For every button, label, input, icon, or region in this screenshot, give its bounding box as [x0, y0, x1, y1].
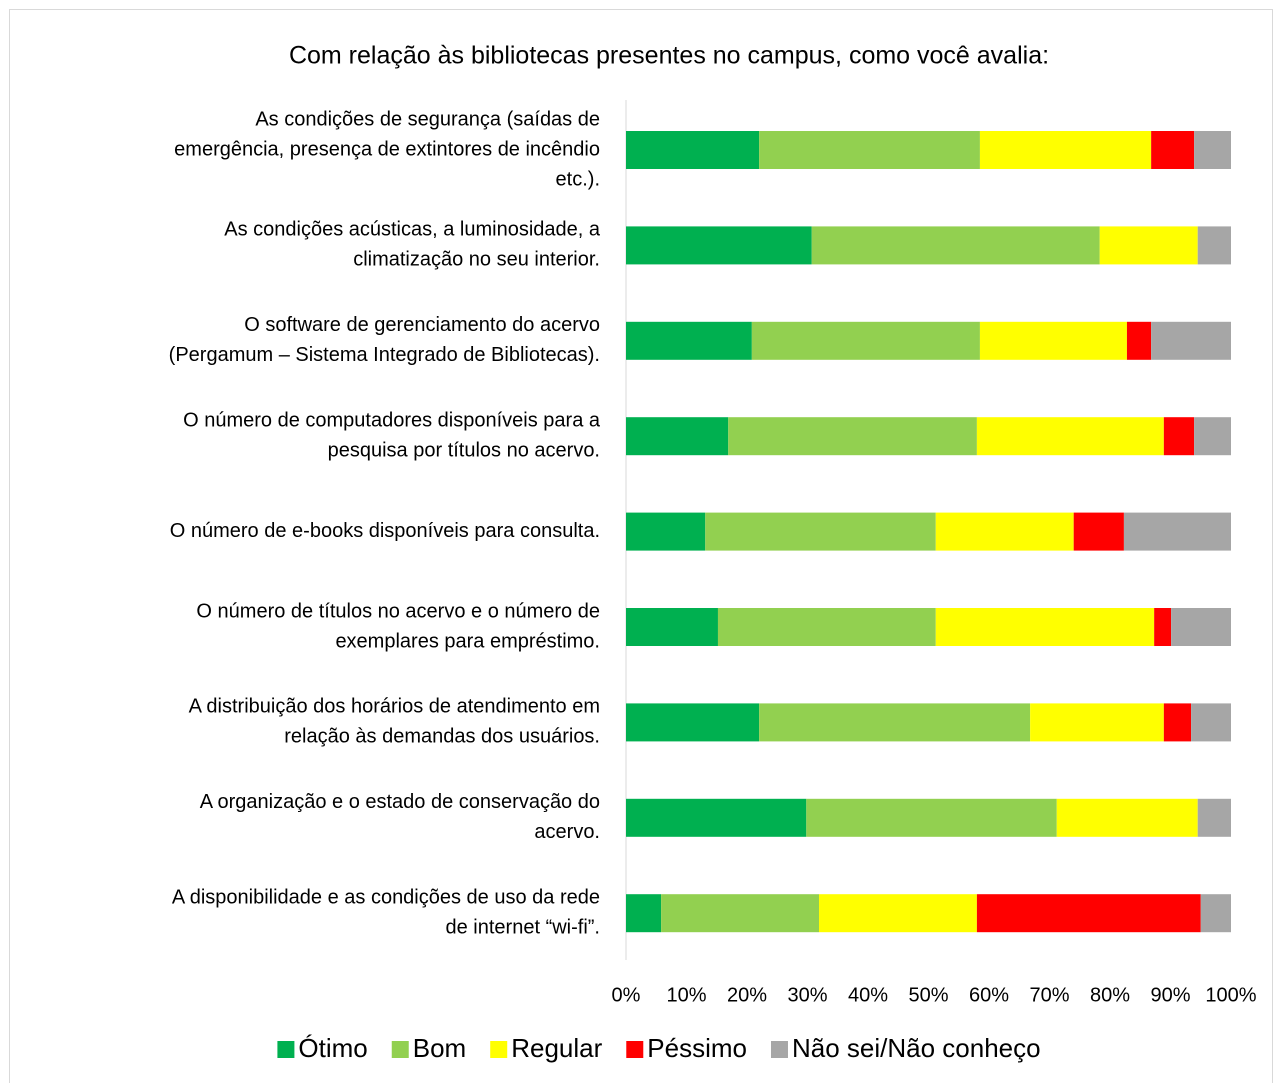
legend-label: Bom	[413, 1033, 466, 1063]
y-tick-label: As condições acústicas, a luminosidade, …	[224, 219, 601, 241]
bar-segment	[1151, 131, 1195, 169]
legend-swatch	[490, 1041, 508, 1058]
y-tick-label: O número de e-books disponíveis para con…	[170, 520, 600, 542]
bar-segment	[751, 321, 980, 360]
y-tick-label: pesquisa por títulos no acervo.	[328, 439, 600, 461]
bar-segment	[1056, 798, 1198, 837]
bar-segment	[1194, 417, 1231, 456]
y-tick-label: A organização e o estado de conservação …	[200, 791, 600, 813]
bar-segment	[626, 131, 760, 169]
x-tick-label: 80%	[1090, 984, 1130, 1006]
bar-segment	[811, 226, 1100, 265]
legend-label: Ótimo	[298, 1033, 367, 1063]
bar-segment	[759, 703, 1031, 742]
bar-segment	[935, 608, 1155, 646]
bar-segment	[976, 894, 1201, 933]
y-tick-label: As condições de segurança (saídas de	[255, 108, 600, 130]
bar-segment	[976, 417, 1164, 456]
bar-segment	[1099, 226, 1198, 265]
bar-segment	[1154, 608, 1172, 646]
legend-label: Não sei/Não conheço	[792, 1033, 1041, 1063]
legend-label: Regular	[511, 1033, 602, 1063]
bar-segment	[759, 131, 980, 169]
y-tick-label: O número de títulos no acervo e o número…	[196, 600, 600, 622]
bar-segment	[1197, 798, 1231, 837]
bar-segment	[626, 512, 706, 551]
bar-segment	[806, 798, 1057, 837]
x-tick-label: 40%	[848, 984, 888, 1006]
bar-segment	[626, 703, 760, 742]
y-tick-label: A disponibilidade e as condições de uso …	[172, 886, 600, 908]
bar-segment	[626, 608, 718, 646]
y-tick-label: O software de gerenciamento do acervo	[244, 314, 600, 336]
y-tick-label: O número de computadores disponíveis par…	[183, 409, 601, 431]
x-tick-label: 60%	[969, 984, 1009, 1006]
y-tick-label: exemplares para empréstimo.	[335, 630, 600, 652]
legend-swatch	[277, 1041, 295, 1058]
bar-segment	[1171, 608, 1231, 646]
y-tick-label: de internet “wi-fi”.	[446, 916, 601, 938]
bar-segment	[818, 894, 977, 933]
y-tick-label: relação às demandas dos usuários.	[284, 726, 600, 748]
bar-segment	[1030, 703, 1164, 742]
y-tick-label: climatização no seu interior.	[353, 249, 600, 271]
x-tick-label: 10%	[666, 984, 706, 1006]
chart-title: Com relação às bibliotecas presentes no …	[289, 42, 1049, 70]
x-tick-label: 70%	[1029, 984, 1069, 1006]
y-tick-label: emergência, presença de extintores de in…	[174, 138, 600, 160]
bar-segment	[1163, 417, 1195, 456]
bar-segment	[1073, 512, 1124, 551]
y-tick-label: (Pergamum – Sistema Integrado de Bibliot…	[169, 344, 600, 366]
bar-segment	[728, 417, 977, 456]
bar-segment	[979, 321, 1127, 360]
y-tick-label: etc.).	[556, 168, 600, 190]
bar-segment	[661, 894, 819, 933]
legend-swatch	[626, 1041, 644, 1058]
legend-swatch	[770, 1041, 788, 1058]
x-tick-label: 100%	[1205, 984, 1256, 1006]
bar-segment	[705, 512, 936, 551]
bar-segment	[1163, 703, 1192, 742]
bar-segment	[1194, 131, 1231, 169]
bar-segment	[979, 131, 1152, 169]
bar-segment	[1191, 703, 1231, 742]
bar-segment	[1197, 226, 1231, 265]
x-tick-label: 30%	[787, 984, 827, 1006]
bar-segment	[935, 512, 1074, 551]
bar-segment	[626, 417, 729, 456]
legend-label: Péssimo	[647, 1033, 747, 1063]
x-tick-label: 50%	[908, 984, 948, 1006]
x-tick-label: 20%	[727, 984, 767, 1006]
bar-segment	[1200, 894, 1231, 933]
bar-segment	[1126, 321, 1152, 360]
y-tick-label: A distribuição dos horários de atendimen…	[189, 696, 600, 718]
bar-segment	[626, 226, 812, 265]
x-tick-label: 90%	[1150, 984, 1190, 1006]
legend-swatch	[391, 1041, 409, 1058]
x-tick-label: 0%	[612, 984, 641, 1006]
y-tick-label: acervo.	[534, 821, 600, 843]
bar-segment	[717, 608, 936, 646]
bar-segment	[626, 894, 662, 933]
bar-segment	[626, 798, 807, 837]
bar-segment	[1151, 321, 1231, 360]
bar-segment	[1123, 512, 1231, 551]
bar-segment	[626, 321, 752, 360]
